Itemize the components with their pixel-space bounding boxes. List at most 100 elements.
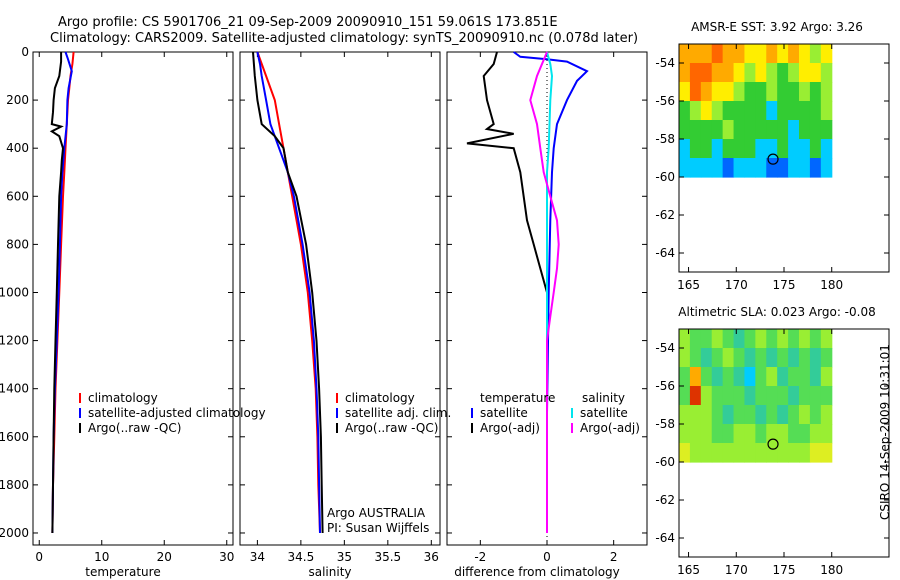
heatmap-cell bbox=[766, 158, 778, 178]
axes-frame bbox=[239, 51, 441, 546]
heatmap-cell bbox=[799, 44, 811, 64]
legend-header: salinity bbox=[582, 391, 625, 405]
heatmap-cell bbox=[777, 367, 789, 387]
y-tick-label: 1200 bbox=[0, 334, 29, 348]
map-panel-sst_map: AMSR-E SST: 3.92 Argo: 3.26 165 170 175 180 -… bbox=[655, 20, 890, 292]
y-tick-label: -62 bbox=[655, 493, 675, 507]
heatmap-cell bbox=[788, 158, 800, 178]
heatmap-cell bbox=[700, 424, 713, 444]
heatmap-cell bbox=[711, 348, 724, 368]
heatmap-cell bbox=[777, 158, 789, 178]
heatmap-cell bbox=[722, 44, 735, 64]
heatmap-cell bbox=[788, 367, 800, 387]
heatmap-cell bbox=[733, 329, 746, 349]
heatmap-cell bbox=[679, 120, 691, 140]
annotation-text: Argo AUSTRALIA bbox=[327, 506, 426, 520]
heatmap-cell bbox=[777, 405, 789, 425]
y-tick-label: 800 bbox=[6, 237, 29, 251]
heatmap-cell bbox=[809, 329, 822, 349]
heatmap-cell bbox=[788, 101, 800, 121]
heatmap-cell bbox=[689, 158, 702, 178]
heatmap-cell bbox=[755, 424, 767, 444]
heatmap-cell bbox=[679, 139, 691, 159]
legend-item: climatology bbox=[345, 391, 415, 405]
map-title: AMSR-E SST: 3.92 Argo: 3.26 bbox=[691, 20, 863, 34]
heatmap-cell bbox=[788, 82, 800, 102]
heatmap-cell bbox=[777, 44, 789, 64]
heatmap-cell bbox=[766, 424, 778, 444]
heatmap-cell bbox=[744, 348, 756, 368]
heatmap-cell bbox=[799, 405, 811, 425]
heatmap-cell bbox=[777, 329, 789, 349]
heatmap-cell bbox=[733, 386, 746, 406]
heatmap-cell bbox=[777, 63, 789, 83]
x-tick-label: 34.5 bbox=[288, 550, 315, 564]
y-tick-label: 1400 bbox=[0, 382, 29, 396]
heatmap-cell bbox=[788, 443, 800, 463]
heatmap-cell bbox=[700, 329, 713, 349]
heatmap-cell bbox=[679, 348, 691, 368]
heatmap-cell bbox=[766, 139, 778, 159]
heatmap-cell bbox=[788, 63, 800, 83]
heatmap-cell bbox=[788, 329, 800, 349]
y-tick-label: 1800 bbox=[0, 478, 29, 492]
profile-panel-temperature: 0 10 20 30 temperature 0 200 400 600 800 1000 1200 1… bbox=[0, 45, 266, 579]
heatmap-cell bbox=[733, 424, 746, 444]
heatmap-cell bbox=[689, 424, 702, 444]
heatmap-cell bbox=[700, 386, 713, 406]
heatmap-cell bbox=[744, 443, 756, 463]
heatmap-cell bbox=[722, 405, 735, 425]
y-tick-label: -56 bbox=[655, 379, 675, 393]
heatmap-cell bbox=[799, 82, 811, 102]
series-line-3 bbox=[49, 52, 65, 534]
heatmap-cell bbox=[766, 44, 778, 64]
heatmap-cell bbox=[820, 386, 833, 406]
x-tick-label: -2 bbox=[474, 550, 486, 564]
heatmap-cell bbox=[799, 158, 811, 178]
heatmap-cell bbox=[809, 139, 822, 159]
heatmap-cell bbox=[679, 101, 691, 121]
legend-item: satellite-adjusted climatology bbox=[88, 406, 266, 420]
y-tick-label: 400 bbox=[6, 141, 29, 155]
heatmap-cell bbox=[689, 348, 702, 368]
x-tick-label: 36 bbox=[424, 550, 439, 564]
x-tick-label: 2 bbox=[610, 550, 618, 564]
heatmap-cell bbox=[755, 44, 767, 64]
heatmap-cell bbox=[777, 424, 789, 444]
legend-item: satellite bbox=[580, 406, 628, 420]
series-line-4 bbox=[529, 51, 560, 533]
heatmap-cell bbox=[799, 63, 811, 83]
x-tick-label: 34 bbox=[250, 550, 265, 564]
heatmap-cell bbox=[722, 101, 735, 121]
heatmap-cell bbox=[755, 348, 767, 368]
heatmap-cell bbox=[766, 405, 778, 425]
heatmap-cell bbox=[711, 120, 724, 140]
heatmap-cell bbox=[700, 158, 713, 178]
heatmap-cell bbox=[700, 120, 713, 140]
y-tick-label: -56 bbox=[655, 94, 675, 108]
legend-item: Argo(..raw -QC) bbox=[345, 421, 438, 435]
figure-title-line-2: Climatology: CARS2009. Satellite-adjuste… bbox=[50, 31, 638, 46]
y-tick-label: -54 bbox=[655, 341, 675, 355]
x-tick-label: 0 bbox=[543, 550, 551, 564]
heatmap-cell bbox=[679, 424, 691, 444]
heatmap-cell bbox=[766, 367, 778, 387]
heatmap-cell bbox=[755, 367, 767, 387]
heatmap-cell bbox=[809, 405, 822, 425]
heatmap-cell bbox=[788, 120, 800, 140]
heatmap-cell bbox=[820, 348, 833, 368]
heatmap-cell bbox=[755, 443, 767, 463]
heatmap-cell bbox=[679, 386, 691, 406]
heatmap-cell bbox=[689, 82, 702, 102]
heatmap-cell bbox=[722, 63, 735, 83]
series-line-1 bbox=[256, 51, 321, 534]
heatmap-cell bbox=[777, 443, 789, 463]
heatmap-cell bbox=[711, 63, 724, 83]
heatmap-cell bbox=[777, 120, 789, 140]
heatmap-cell bbox=[733, 82, 746, 102]
heatmap-cell bbox=[820, 82, 833, 102]
heatmap-cell bbox=[766, 63, 778, 83]
y-tick-label: -54 bbox=[655, 56, 675, 70]
heatmap-cell bbox=[733, 44, 746, 64]
argo-location-marker bbox=[767, 153, 779, 165]
